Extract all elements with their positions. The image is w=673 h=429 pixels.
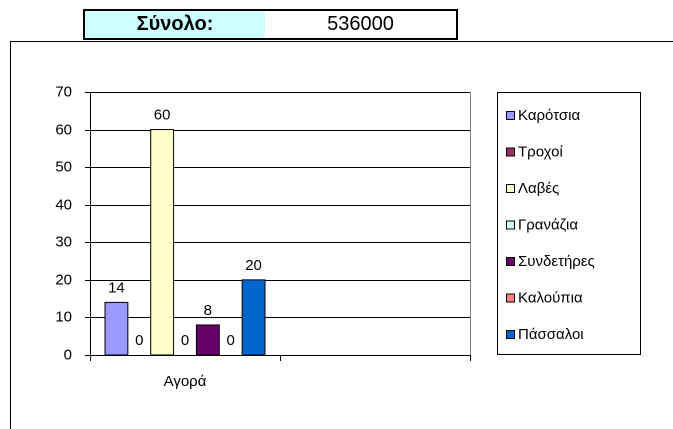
- legend-swatch: [506, 293, 515, 303]
- bar: [150, 129, 175, 356]
- legend-swatch: [506, 220, 515, 230]
- x-tick-label: Αγορά: [164, 373, 207, 390]
- bar: [241, 279, 266, 356]
- y-tick-label: 40: [55, 196, 72, 213]
- y-tick-label: 60: [55, 121, 72, 138]
- y-tick-label: 70: [55, 83, 72, 100]
- y-tick-label: 20: [55, 271, 72, 288]
- y-tick-label: 30: [55, 233, 72, 250]
- data-label: 14: [108, 279, 125, 296]
- y-tick-label: 10: [55, 308, 72, 325]
- data-label: 8: [204, 302, 212, 319]
- legend-swatch: [506, 330, 515, 339]
- legend-swatch: [506, 257, 515, 266]
- legend-swatch: [506, 147, 515, 157]
- y-tick-label: 0: [64, 346, 72, 363]
- legend-label: Πάσσαλοι: [518, 326, 584, 343]
- chart-frame: [10, 41, 673, 429]
- legend-label: Τροχοί: [518, 143, 563, 160]
- data-label: 0: [227, 332, 235, 349]
- legend-swatch: [506, 184, 515, 193]
- summary-value: 536000: [265, 9, 458, 40]
- data-label: 0: [181, 332, 189, 349]
- legend-swatch: [506, 111, 515, 120]
- bar: [104, 301, 129, 356]
- plot-area: [90, 92, 471, 356]
- bar: [195, 324, 220, 356]
- data-label: 60: [154, 107, 171, 124]
- legend: [497, 92, 641, 355]
- legend-label: Συνδετήρες: [518, 253, 595, 270]
- legend-label: Καρότσια: [518, 107, 580, 124]
- data-label: 0: [135, 332, 143, 349]
- legend-label: Γρανάζια: [518, 216, 578, 233]
- y-tick-label: 50: [55, 158, 72, 175]
- legend-label: Λαβές: [518, 180, 559, 197]
- summary-label: Σύνολο:: [83, 9, 267, 40]
- legend-label: Καλούπια: [518, 289, 583, 306]
- data-label: 20: [245, 257, 262, 274]
